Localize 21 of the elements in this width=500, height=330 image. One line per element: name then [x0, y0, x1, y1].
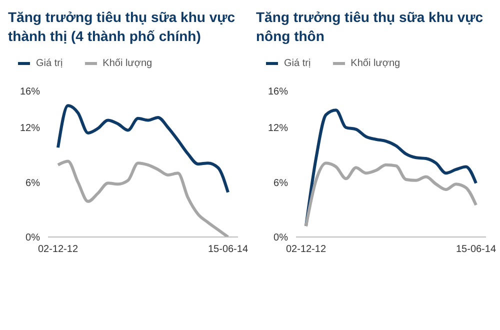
chart-title: Tăng trưởng tiêu thụ sữa khu vực nông thôn [256, 8, 484, 46]
line-series [56, 104, 230, 194]
legend-label: Khối lượng [350, 58, 400, 69]
legend-label: Giá trị [36, 58, 63, 69]
y-tick-label: 0% [274, 232, 288, 244]
y-tick-label: 16% [20, 86, 40, 98]
x-tick-label: 15-06-14 [208, 244, 248, 256]
line-series [304, 162, 478, 228]
x-tick-label: 02-12-12 [286, 244, 326, 256]
legend-label: Giá trị [284, 58, 311, 69]
line-series [56, 160, 230, 237]
y-tick-label: 6% [26, 178, 40, 189]
y-tick-label: 12% [268, 123, 288, 134]
y-tick-label: 0% [26, 232, 40, 244]
y-tick-label: 16% [268, 86, 288, 98]
y-tick-label: 6% [274, 178, 288, 189]
legend-label: Khối lượng [102, 58, 152, 69]
y-tick-label: 12% [20, 123, 40, 134]
x-tick-label: 15-06-14 [456, 244, 496, 256]
x-tick-label: 02-12-12 [38, 244, 78, 256]
chart-title: Tăng trưởng tiêu thụ sữa khu vực thành thị (4 thành phố chính) [8, 8, 236, 46]
